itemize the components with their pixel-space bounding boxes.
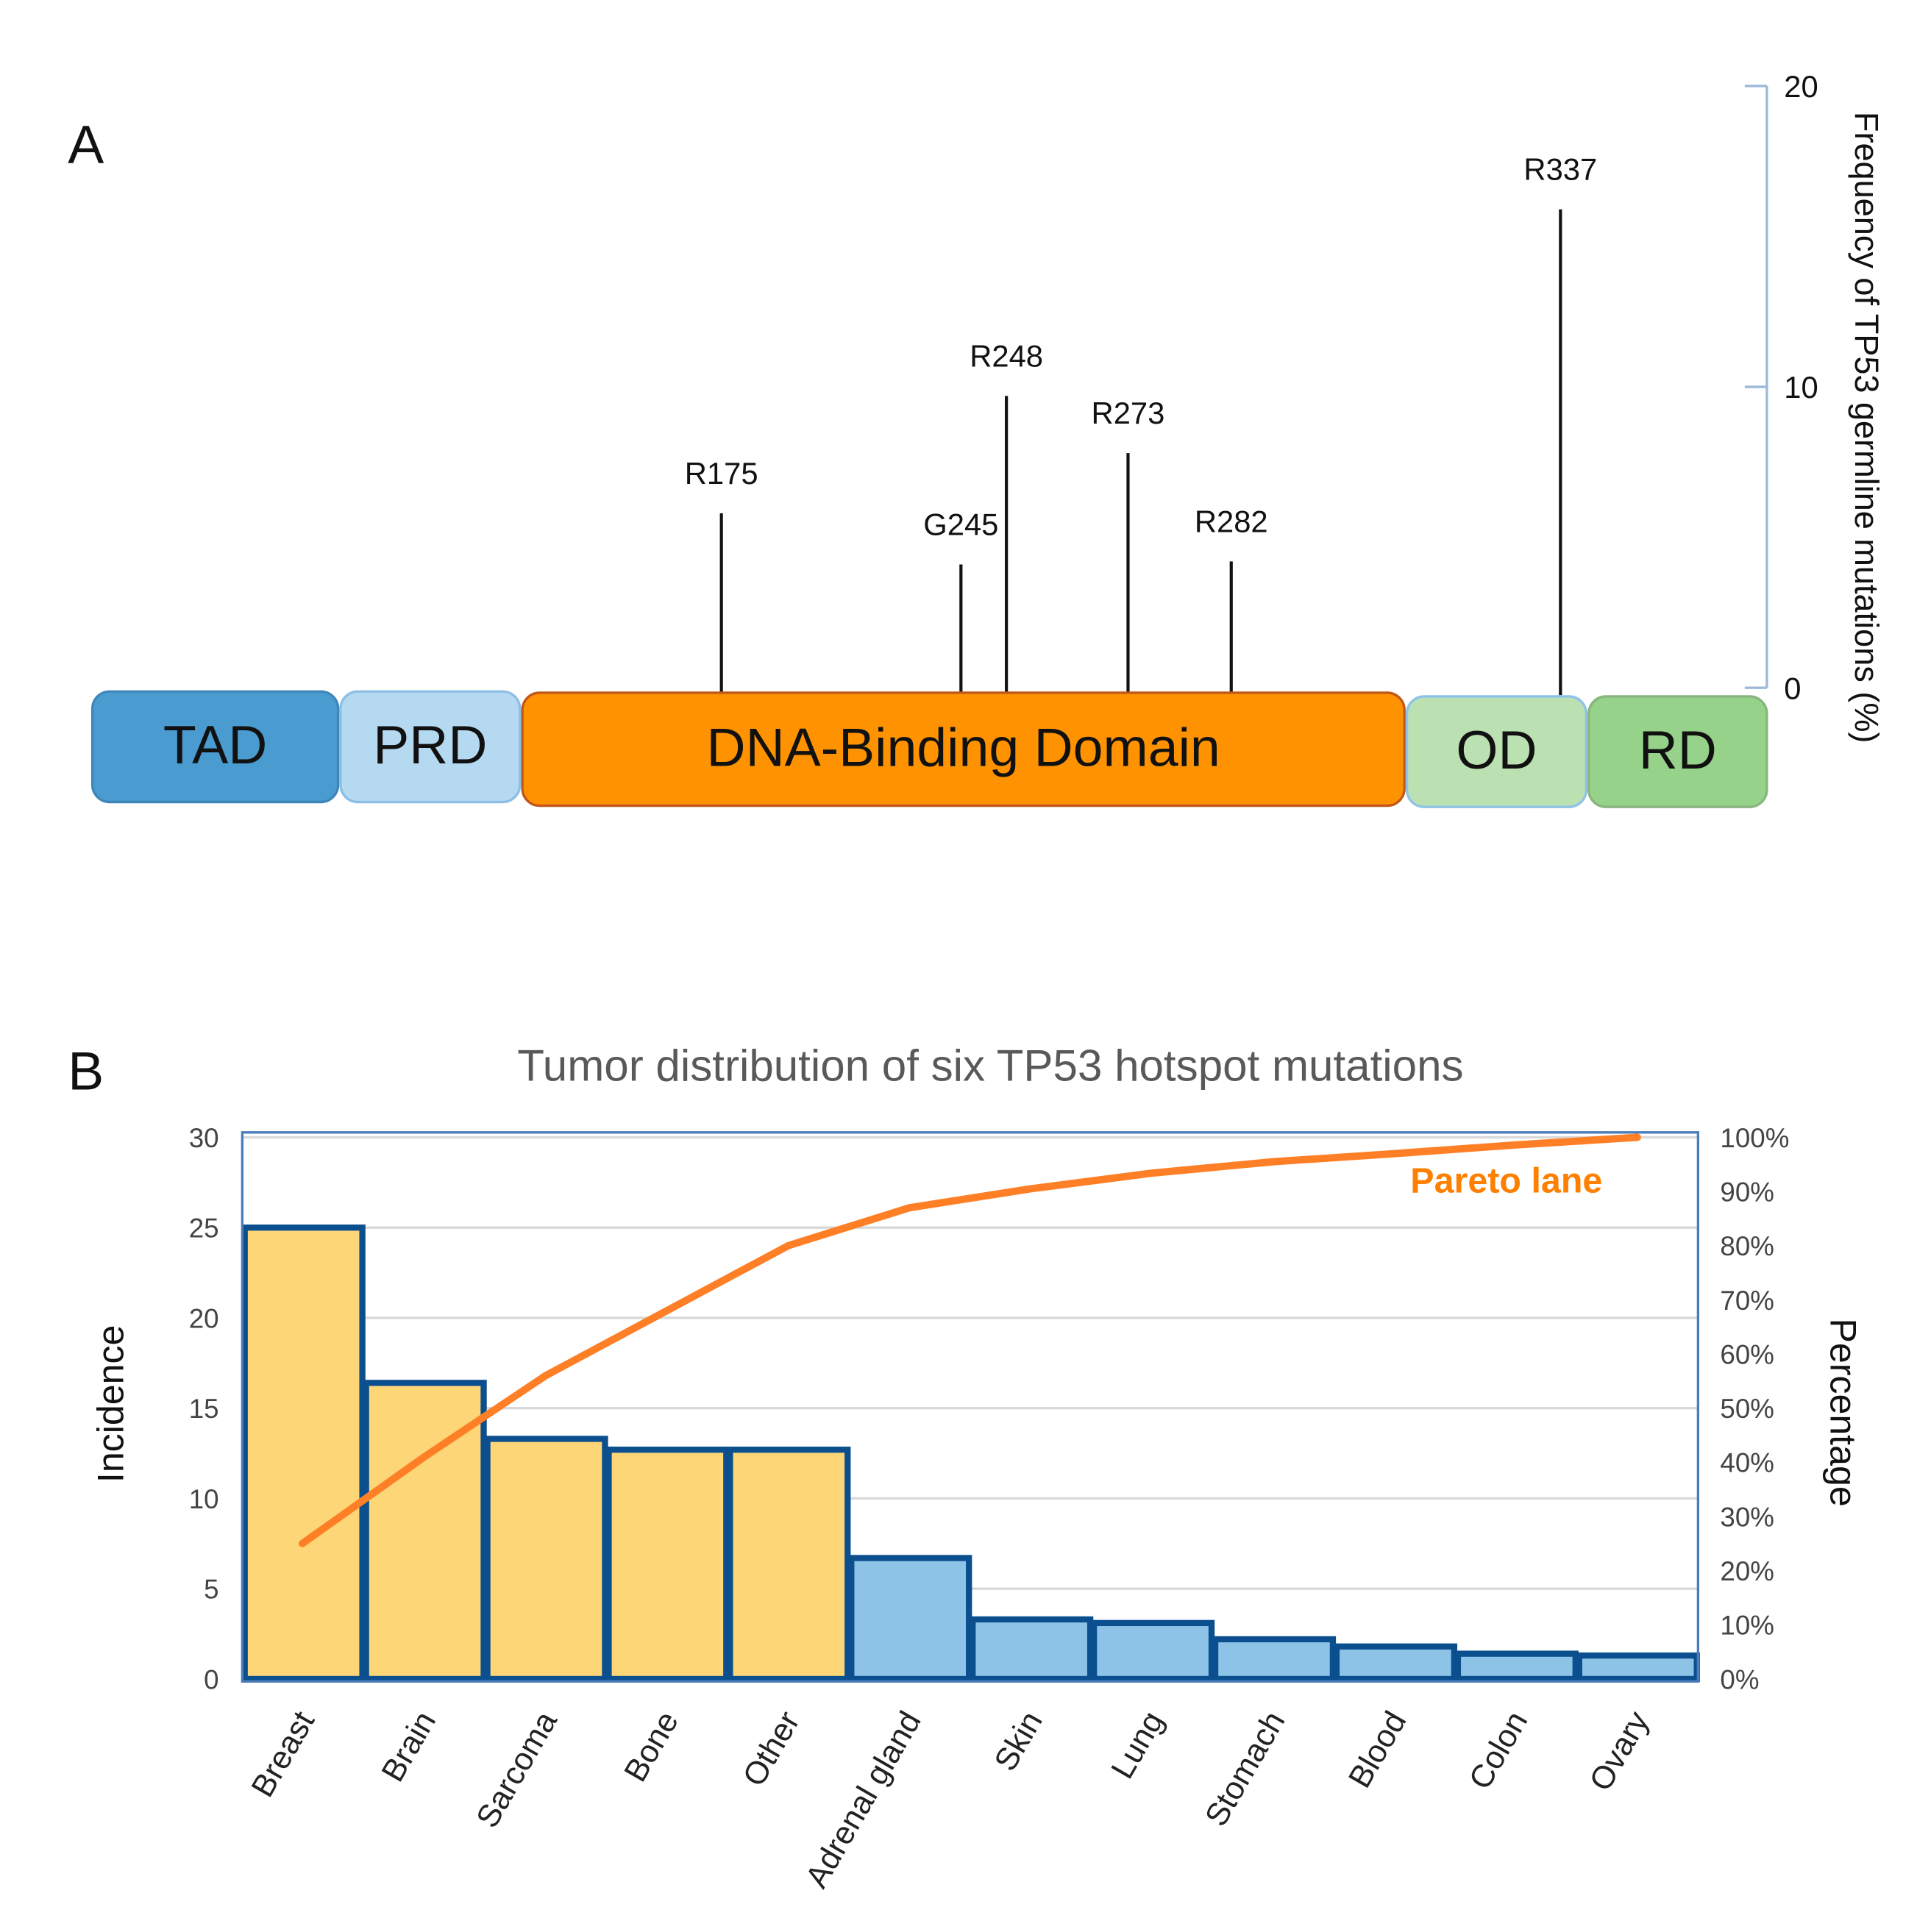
y-tick-label: 0 [204, 1664, 218, 1694]
x-tick-label: Other [736, 1705, 807, 1792]
panel-a-y-axis-title: Frequency of TP53 germline mutations (%) [1848, 112, 1885, 744]
y-tick-label: 10 [1784, 370, 1818, 404]
y2-tick-label: 0% [1720, 1664, 1759, 1694]
y2-axis-title: Percentage [1823, 1318, 1864, 1506]
x-tick-label: Adrenal gland [799, 1705, 928, 1894]
domain-tad: TAD [90, 690, 340, 804]
bar-breast [241, 1225, 366, 1683]
bar-skin [970, 1616, 1094, 1683]
y2-tick-label: 100% [1720, 1123, 1789, 1153]
y-axis-ticks: 0 5 10 15 20 25 30 [189, 1123, 219, 1694]
domain-label: OD [1456, 719, 1537, 780]
domain-prd: PRD [339, 690, 522, 804]
y-tick-label: 20 [189, 1303, 219, 1333]
pareto-legend-label: Pareto lane [1410, 1161, 1602, 1201]
pareto-line [298, 1133, 1641, 1547]
domain-label: TAD [163, 714, 267, 775]
x-tick-label: Lung [1105, 1705, 1171, 1785]
x-tick-label: Sarcoma [470, 1705, 565, 1833]
mutation-label-r248: R248 [970, 338, 1043, 373]
y-tick-label: 25 [189, 1213, 219, 1244]
protein-domains: TAD PRD DNA-Binding Domain OD RD [90, 690, 1768, 808]
y2-tick-label: 50% [1720, 1394, 1774, 1424]
y-axis-title: Incidence [90, 1325, 131, 1483]
y2-tick-label: 80% [1720, 1231, 1774, 1261]
mutation-stems: R175 G245 R248 R273 R282 R337 [685, 152, 1597, 696]
domain-label: RD [1639, 719, 1717, 780]
domain-label: PRD [373, 714, 487, 775]
y2-tick-label: 70% [1720, 1286, 1774, 1316]
y2-axis-ticks: 0% 10% 20% 30% 40% 50% 60% 70% 80% 90% 100% [1720, 1123, 1789, 1694]
mutation-label-r273: R273 [1092, 396, 1165, 430]
y2-tick-label: 60% [1720, 1339, 1774, 1369]
bar-stomach [1212, 1636, 1337, 1683]
panel-a: A 0 10 20 R175 G245 R248 R273 R282 R337 TAD PRD D… [68, 69, 1885, 808]
x-tick-label: Stomach [1198, 1705, 1292, 1832]
bars [241, 1225, 1700, 1683]
bar-bone [605, 1447, 730, 1683]
x-tick-label: Breast [245, 1705, 321, 1803]
x-tick-label: Skin [988, 1705, 1050, 1777]
domain-box [521, 691, 1406, 808]
mutation-label-r337: R337 [1523, 152, 1597, 187]
bar-lung [1090, 1619, 1215, 1683]
domain-dna-binding-domain: DNA-Binding Domain [521, 691, 1406, 808]
plot-border [241, 1131, 1700, 1683]
panel-a-label: A [68, 114, 104, 175]
plot-frame [241, 1131, 1700, 1683]
panel-b-label: B [68, 1040, 104, 1101]
x-tick-label: Brain [375, 1705, 443, 1788]
bar-ovary [1576, 1652, 1700, 1683]
domain-label: DNA-Binding Domain [707, 716, 1220, 777]
bar-sarcoma [484, 1436, 608, 1683]
y-tick-label: 5 [204, 1575, 218, 1605]
bar-adrenal-gland [848, 1555, 972, 1683]
x-tick-label: Bone [618, 1705, 686, 1788]
y2-tick-label: 40% [1720, 1448, 1774, 1478]
domain-od: OD [1405, 695, 1588, 808]
y-tick-label: 10 [189, 1484, 219, 1514]
x-tick-label: Ovary [1583, 1705, 1657, 1797]
bar-other [727, 1447, 851, 1683]
domain-box [1587, 695, 1768, 808]
x-tick-label: Blood [1342, 1705, 1413, 1794]
panel-b: B Tumor distribution of six TP53 hotspot… [68, 1040, 1864, 1894]
mutation-label-r282: R282 [1195, 504, 1268, 538]
domain-box [339, 690, 522, 804]
y-tick-label: 30 [189, 1123, 219, 1153]
y-tick-label: 15 [189, 1394, 219, 1424]
y2-tick-label: 30% [1720, 1502, 1774, 1532]
y2-tick-label: 20% [1720, 1556, 1774, 1586]
y-tick-label: 0 [1784, 671, 1801, 705]
panel-a-y-axis: 0 10 20 [1744, 69, 1818, 705]
pareto-polyline [298, 1133, 1641, 1547]
chart-title: Tumor distribution of six TP53 hotspot m… [517, 1041, 1463, 1091]
bar-blood [1333, 1643, 1458, 1683]
y2-tick-label: 90% [1720, 1177, 1774, 1207]
domain-rd: RD [1587, 695, 1768, 808]
domain-box [90, 690, 340, 804]
x-tick-label: Colon [1462, 1705, 1534, 1795]
y2-tick-label: 10% [1720, 1611, 1774, 1641]
bar-colon [1454, 1650, 1579, 1683]
domain-box [1405, 695, 1588, 808]
y-tick-label: 20 [1784, 69, 1818, 104]
mutation-label-g245: G245 [923, 507, 998, 541]
mutation-label-r175: R175 [685, 456, 758, 491]
